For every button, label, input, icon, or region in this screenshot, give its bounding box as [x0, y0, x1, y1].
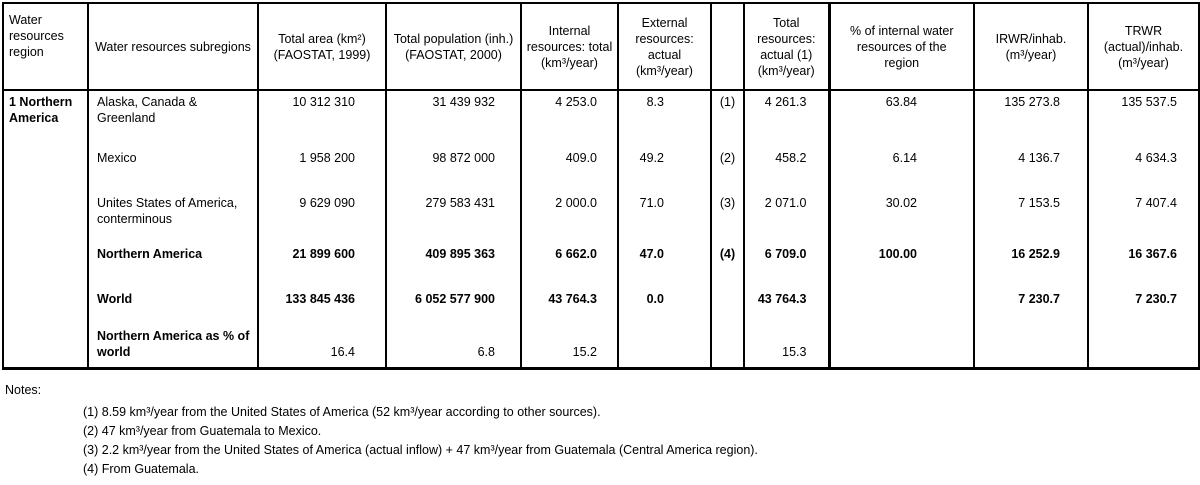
cell: 10 312 310 [257, 90, 387, 147]
cell-note-ref: (4) [710, 243, 745, 288]
cell: 98 872 000 [385, 147, 522, 192]
cell: 16.4 [257, 325, 387, 369]
column-header-external-resources: External resources: actual (km³/year) [617, 2, 712, 91]
column-header-internal-resources: Internal resources: total (km³/year) [520, 2, 619, 91]
cell: 15.2 [520, 325, 619, 369]
cell-note-ref: (1) [710, 90, 745, 147]
column-header-trwr-per-inhab: TRWR (actual)/inhab. (m³/year) [1087, 2, 1200, 91]
cell: 43 764.3 [743, 288, 831, 325]
cell-subregion: World [87, 288, 259, 325]
cell: 6 709.0 [743, 243, 831, 288]
cell-subregion: Northern America as % of world [87, 325, 259, 369]
notes-title: Notes: [5, 383, 42, 397]
cell: 30.02 [828, 192, 975, 243]
cell: 6 052 577 900 [385, 288, 522, 325]
cell-region: 1 Northern America [2, 90, 89, 147]
cell-subregion: Northern America [87, 243, 259, 288]
cell: 4 634.3 [1087, 147, 1200, 192]
water-resources-table: Water resources region Water resources s… [2, 2, 1200, 370]
cell: 49.2 [617, 147, 712, 192]
cell: 2 071.0 [743, 192, 831, 243]
notes-section: Notes: (1) 8.59 km³/year from the United… [5, 382, 1195, 479]
table-row-percent-of-world: Northern America as % of world 16.4 6.8 … [2, 325, 1200, 369]
column-header-total-resources: Total resources: actual (1) (km³/year) [743, 2, 831, 91]
cell [973, 325, 1089, 369]
cell: 63.84 [828, 90, 975, 147]
cell: 16 367.6 [1087, 243, 1200, 288]
cell: 6.14 [828, 147, 975, 192]
cell-subregion: Alaska, Canada & Greenland [87, 90, 259, 147]
cell: 8.3 [617, 90, 712, 147]
cell: 15.3 [743, 325, 831, 369]
table-row-world: World 133 845 436 6 052 577 900 43 764.3… [2, 288, 1200, 325]
cell: 135 273.8 [973, 90, 1089, 147]
cell: 9 629 090 [257, 192, 387, 243]
column-header-subregions: Water resources subregions [87, 2, 259, 91]
cell: 43 764.3 [520, 288, 619, 325]
cell [828, 288, 975, 325]
note-item-2: (2) 47 km³/year from Guatemala to Mexico… [83, 424, 322, 438]
cell-region [2, 192, 89, 243]
cell-region [2, 325, 89, 369]
column-header-note-ref [710, 2, 745, 91]
cell: 135 537.5 [1087, 90, 1200, 147]
note-item-1: (1) 8.59 km³/year from the United States… [83, 405, 601, 419]
header-row: Water resources region Water resources s… [2, 2, 1200, 91]
notes-list: (1) 8.59 km³/year from the United States… [83, 403, 1195, 479]
cell-note-ref: (2) [710, 147, 745, 192]
cell: 7 230.7 [973, 288, 1089, 325]
cell: 7 407.4 [1087, 192, 1200, 243]
cell: 6 662.0 [520, 243, 619, 288]
table-row-mexico: Mexico 1 958 200 98 872 000 409.0 49.2 (… [2, 147, 1200, 192]
cell: 4 261.3 [743, 90, 831, 147]
cell: 1 958 200 [257, 147, 387, 192]
table-row-northern-america-total: Northern America 21 899 600 409 895 363 … [2, 243, 1200, 288]
cell: 71.0 [617, 192, 712, 243]
cell: 409 895 363 [385, 243, 522, 288]
cell: 4 136.7 [973, 147, 1089, 192]
column-header-percent-internal: % of internal water resources of the reg… [828, 2, 975, 91]
cell: 133 845 436 [257, 288, 387, 325]
cell: 47.0 [617, 243, 712, 288]
table-row-alaska-canada-greenland: 1 Northern America Alaska, Canada & Gree… [2, 90, 1200, 147]
cell: 458.2 [743, 147, 831, 192]
cell: 409.0 [520, 147, 619, 192]
cell: 4 253.0 [520, 90, 619, 147]
cell: 7 230.7 [1087, 288, 1200, 325]
table-row-united-states: Unites States of America, conterminous 9… [2, 192, 1200, 243]
cell: 6.8 [385, 325, 522, 369]
cell: 100.00 [828, 243, 975, 288]
column-header-total-population: Total population (inh.) (FAOSTAT, 2000) [385, 2, 522, 91]
cell-region [2, 147, 89, 192]
column-header-total-area: Total area (km²) (FAOSTAT, 1999) [257, 2, 387, 91]
cell: 2 000.0 [520, 192, 619, 243]
cell [617, 325, 712, 369]
cell: 16 252.9 [973, 243, 1089, 288]
cell: 31 439 932 [385, 90, 522, 147]
cell-note-ref [710, 325, 745, 369]
cell-subregion: Unites States of America, conterminous [87, 192, 259, 243]
cell: 7 153.5 [973, 192, 1089, 243]
cell: 279 583 431 [385, 192, 522, 243]
column-header-region: Water resources region [2, 2, 89, 91]
cell-region [2, 243, 89, 288]
note-item-3: (3) 2.2 km³/year from the United States … [83, 443, 758, 457]
cell [1087, 325, 1200, 369]
cell: 0.0 [617, 288, 712, 325]
cell-region [2, 288, 89, 325]
cell-subregion: Mexico [87, 147, 259, 192]
note-item-4: (4) From Guatemala. [83, 462, 200, 476]
cell: 21 899 600 [257, 243, 387, 288]
cell-note-ref [710, 288, 745, 325]
cell [828, 325, 975, 369]
cell-note-ref: (3) [710, 192, 745, 243]
column-header-irwr-per-inhab: IRWR/inhab. (m³/year) [973, 2, 1089, 91]
